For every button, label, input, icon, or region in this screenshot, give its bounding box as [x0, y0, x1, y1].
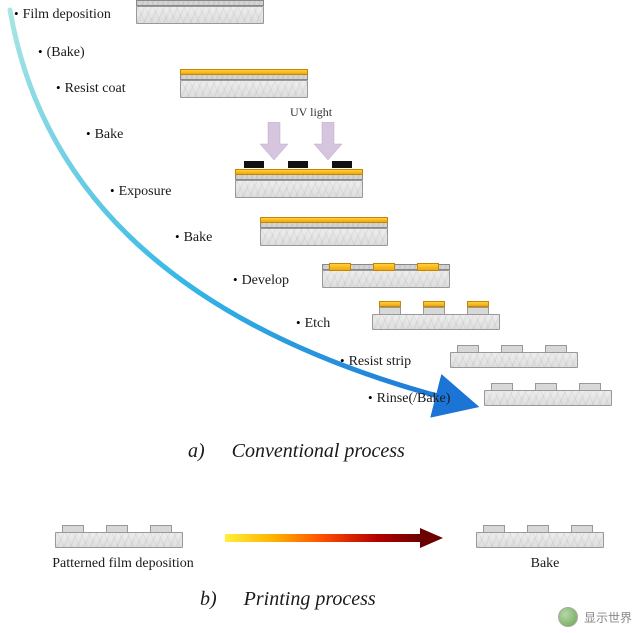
step-label-etch: Etch: [296, 315, 330, 332]
diagram-root: { "conventional": { "steps": [ { "label"…: [0, 0, 640, 633]
wafer-resist-coat: [180, 80, 308, 98]
step-label-resist-strip: Resist strip: [340, 353, 411, 370]
caption-a-letter: a): [188, 440, 205, 462]
watermark-text: 显示世界: [584, 609, 632, 626]
watermark: 显示世界: [558, 607, 632, 627]
uv-light-label: UV light: [290, 105, 332, 120]
caption-b-text: Printing process: [244, 588, 376, 610]
wafer-film-deposition: [136, 6, 264, 24]
uv-arrows: [250, 122, 360, 162]
wafer-resist-strip: [450, 352, 578, 368]
wafer-develop: [322, 270, 450, 288]
step-label-resist-coat: Resist coat: [56, 80, 126, 97]
printing-left-label: Patterned film deposition: [38, 556, 208, 572]
step-label-bake-1: (Bake): [38, 44, 85, 61]
wafer-bake-3: [260, 228, 388, 246]
step-label-bake-2: Bake: [86, 126, 123, 143]
printing-arrow: [225, 528, 445, 548]
wafer-etch: [372, 314, 500, 330]
caption-conventional: a) Conventional process: [188, 440, 405, 463]
wafer-rinse-bake: [484, 390, 612, 406]
watermark-avatar-icon: [558, 607, 578, 627]
printing-wafer-right: [476, 532, 604, 548]
printing-wafer-left: [55, 532, 183, 548]
wafer-exposure: [235, 180, 363, 198]
step-label-exposure: Exposure: [110, 183, 171, 200]
step-label-rinse-bake: Rinse(/Bake): [368, 390, 450, 407]
caption-b-letter: b): [200, 588, 217, 610]
step-label-film-deposition: Film deposition: [14, 6, 111, 23]
caption-printing: b) Printing process: [200, 588, 376, 611]
step-label-bake-3: Bake: [175, 229, 212, 246]
caption-a-text: Conventional process: [232, 440, 405, 462]
step-label-develop: Develop: [233, 272, 289, 289]
printing-right-label: Bake: [520, 556, 570, 572]
